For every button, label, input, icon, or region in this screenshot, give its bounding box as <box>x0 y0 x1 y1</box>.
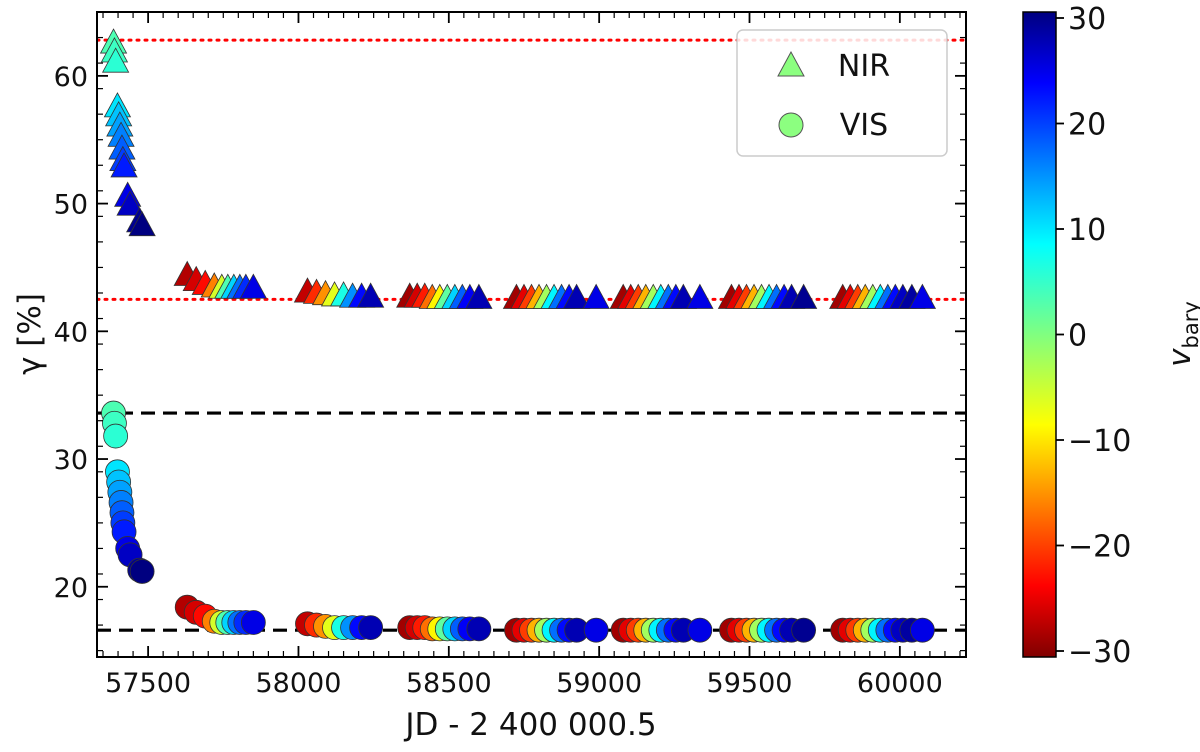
colorbar-tick-label: 10 <box>1068 213 1106 248</box>
x-axis-label: JD - 2 400 000.5 <box>403 707 656 743</box>
colorbar-tick-label: 0 <box>1068 319 1087 354</box>
colorbar-tick-label: 30 <box>1068 2 1106 37</box>
y-tick-label: 20 <box>54 573 88 604</box>
vis-point-41 <box>466 616 492 642</box>
vis-point-61 <box>687 617 713 643</box>
nir-point-2 <box>101 47 130 73</box>
nir-point-82 <box>908 283 937 309</box>
data-markers <box>99 28 937 643</box>
vis-point-23 <box>240 610 266 635</box>
vis-point-71 <box>791 617 817 643</box>
colorbar-label-subscript: bary <box>1179 301 1200 348</box>
x-tick-label: 57500 <box>105 668 191 699</box>
y-tick-label: 60 <box>54 62 88 93</box>
vis-point-31 <box>358 615 384 641</box>
vis-point-2 <box>103 423 129 449</box>
plot-frame <box>96 11 967 658</box>
nir-point-31 <box>356 282 385 308</box>
y-tick-label: 30 <box>54 445 88 476</box>
colorbar-tick-label: −30 <box>1068 635 1131 670</box>
nir-point-50 <box>562 283 591 309</box>
nir-point-51 <box>582 283 610 309</box>
nir-point-41 <box>465 283 493 309</box>
x-tick-label: 60000 <box>857 668 943 699</box>
colorbar-gradient <box>1022 11 1057 658</box>
nir-point-13 <box>128 210 156 237</box>
y-tick-label: 50 <box>54 190 88 221</box>
colorbar: 30 20 10 0 −10 −20 −30 vbary <box>1022 2 1200 670</box>
colorbar-ticks: 30 20 10 0 −10 −20 −30 <box>1056 2 1131 670</box>
legend-nir-label: NIR <box>838 49 890 84</box>
vis-point-51 <box>583 617 609 643</box>
axis-ticks <box>97 12 966 657</box>
nir-point-9 <box>110 152 138 178</box>
y-tick-label: 40 <box>54 317 88 348</box>
colorbar-label: vbary <box>1162 301 1200 367</box>
legend-vis-marker <box>778 112 804 138</box>
x-tick-label: 58000 <box>256 668 342 699</box>
vis-point-13 <box>129 559 155 584</box>
legend-nir-marker <box>777 50 805 77</box>
y-axis-label: γ [%] <box>12 293 48 375</box>
colorbar-tick-label: −10 <box>1068 424 1131 459</box>
legend-vis-label: VIS <box>840 108 888 143</box>
axis-tick-labels: 57500 58000 58500 59000 59500 60000 20 30 40 50 60 <box>54 62 943 699</box>
colorbar-label-main: v <box>1162 348 1198 367</box>
colorbar-tick-label: −20 <box>1068 530 1131 565</box>
x-tick-label: 58500 <box>406 668 492 699</box>
nir-point-61 <box>686 283 714 309</box>
nir-point-23 <box>239 273 268 299</box>
x-tick-label: 59500 <box>707 668 793 699</box>
x-tick-label: 59000 <box>556 668 642 699</box>
legend: NIR VIS <box>736 29 948 157</box>
vis-point-82 <box>909 617 935 643</box>
nir-point-71 <box>789 283 818 309</box>
colorbar-tick-label: 20 <box>1068 108 1106 143</box>
nir-point-11 <box>116 190 144 216</box>
